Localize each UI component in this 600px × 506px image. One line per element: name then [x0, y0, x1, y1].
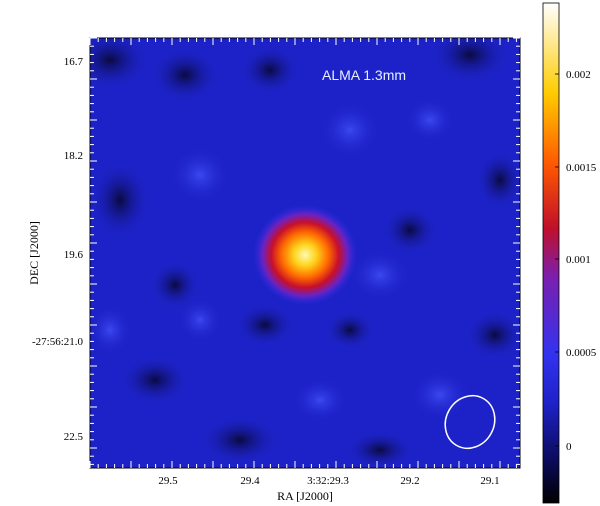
intensity-map	[90, 38, 520, 468]
x-tick-label: 29.2	[400, 475, 419, 487]
y-tick-label: 18.2	[64, 150, 83, 162]
colorbar-tick-label: 0.0015	[566, 162, 597, 174]
x-tick-label: 29.5	[158, 475, 178, 487]
y-axis: 16.7 18.2 19.6 -27:56:21.0 22.5 DEC [J20…	[27, 56, 84, 443]
y-tick-label: 16.7	[64, 56, 84, 68]
x-axis-label: RA [J2000]	[277, 489, 333, 503]
colorbar-tick-label: 0.002	[566, 69, 591, 81]
x-tick-label: 29.4	[240, 475, 260, 487]
beam-ellipse	[444, 394, 496, 450]
x-tick-label: 29.1	[480, 475, 499, 487]
y-tick-label: 22.5	[64, 431, 84, 443]
x-tick-label: 3:32:29.3	[307, 475, 349, 487]
inset-label: ALMA 1.3mm	[322, 67, 406, 83]
colorbar-tick-label: 0.0005	[566, 347, 597, 359]
map-frame	[89, 37, 521, 469]
colorbar-tick-label: 0.001	[566, 254, 591, 266]
y-tick-label: 19.6	[64, 249, 84, 261]
y-axis-label: DEC [J2000]	[27, 221, 41, 285]
x-axis: 29.5 29.4 3:32:29.3 29.2 29.1 RA [J2000]	[158, 475, 499, 503]
y-tick-label: -27:56:21.0	[32, 336, 84, 348]
colorbar-tick-label: 0	[566, 441, 572, 453]
colorbar: 0.002 0.0015 0.001 0.0005 0	[542, 2, 597, 504]
